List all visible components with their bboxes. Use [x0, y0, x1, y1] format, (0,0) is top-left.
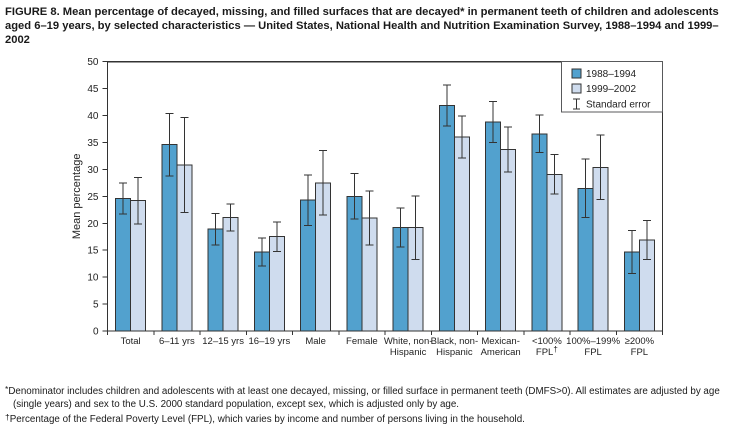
y-tick-label: 50: [87, 57, 99, 68]
bar-1999-2002-9: [546, 173, 563, 332]
y-tick-label: 10: [87, 273, 99, 284]
legend-error-label: Standard error: [586, 100, 651, 111]
x-category-label: FPL: [631, 347, 648, 358]
bar-1999-2002-2: [222, 216, 239, 332]
y-tick-label: 5: [93, 300, 99, 311]
footnotes: *Denominator includes children and adole…: [5, 383, 732, 427]
y-tick-label: 0: [93, 327, 99, 338]
legend-label: 1988–1994: [586, 69, 636, 80]
x-category-label: FPL: [584, 347, 601, 358]
bar-1988-1994-7: [438, 104, 455, 332]
y-tick-label: 25: [87, 192, 99, 203]
legend-swatch-1: [571, 68, 582, 79]
legend-label: 1999–2002: [586, 84, 636, 95]
x-category-label: 12–15 yrs: [202, 336, 244, 347]
bar-1999-2002-8: [500, 148, 517, 332]
x-category-label: Male: [305, 336, 326, 347]
bar-1988-1994-0: [115, 198, 132, 332]
x-category-label: 100%–199%: [566, 336, 620, 347]
y-tick-label: 20: [87, 219, 99, 230]
x-category-label: FPL†: [536, 345, 558, 358]
footnote-asterisk: *Denominator includes children and adole…: [5, 383, 732, 411]
legend-swatch-2: [571, 83, 582, 94]
x-category-label: 6–11 yrs: [159, 336, 195, 347]
footnote-dagger: †Percentage of the Federal Poverty Level…: [5, 411, 732, 427]
x-category-label: American: [481, 347, 521, 358]
footnote-asterisk-marker: *: [5, 384, 9, 394]
bar-1988-1994-9: [531, 133, 548, 332]
y-tick-label: 30: [87, 165, 99, 176]
x-category-label: White, non-: [384, 336, 433, 347]
footnote-asterisk-text: Denominator includes children and adoles…: [8, 386, 720, 410]
y-tick-label: 35: [87, 138, 99, 149]
x-category-label: Female: [346, 336, 378, 347]
bar-1988-1994-8: [485, 121, 502, 332]
x-category-label: ≥200%: [625, 336, 655, 347]
x-category-label: 16–19 yrs: [249, 336, 291, 347]
footnote-dagger-text: Percentage of the Federal Poverty Level …: [9, 414, 525, 426]
x-category-label: Hispanic: [436, 347, 473, 358]
bar-chart: 0 5 10 15 20 25 30 35 40 45 50 Mean percentage Total…: [71, 57, 664, 358]
x-category-label: Total: [121, 336, 141, 347]
y-tick-label: 15: [87, 246, 99, 257]
footnote-dagger-marker: †: [5, 412, 10, 423]
x-category-label: Black, non-: [431, 336, 479, 347]
x-category-label: Mexican-: [481, 336, 520, 347]
y-axis-label: Mean percentage: [71, 154, 83, 240]
x-category-label: <100%: [532, 336, 562, 347]
y-tick-label: 40: [87, 111, 99, 122]
y-tick-label: 45: [87, 84, 99, 95]
bar-1999-2002-7: [453, 136, 470, 332]
x-category-label: Hispanic: [390, 347, 427, 358]
figure-title: FIGURE 8. Mean percentage of decayed, mi…: [5, 6, 719, 46]
